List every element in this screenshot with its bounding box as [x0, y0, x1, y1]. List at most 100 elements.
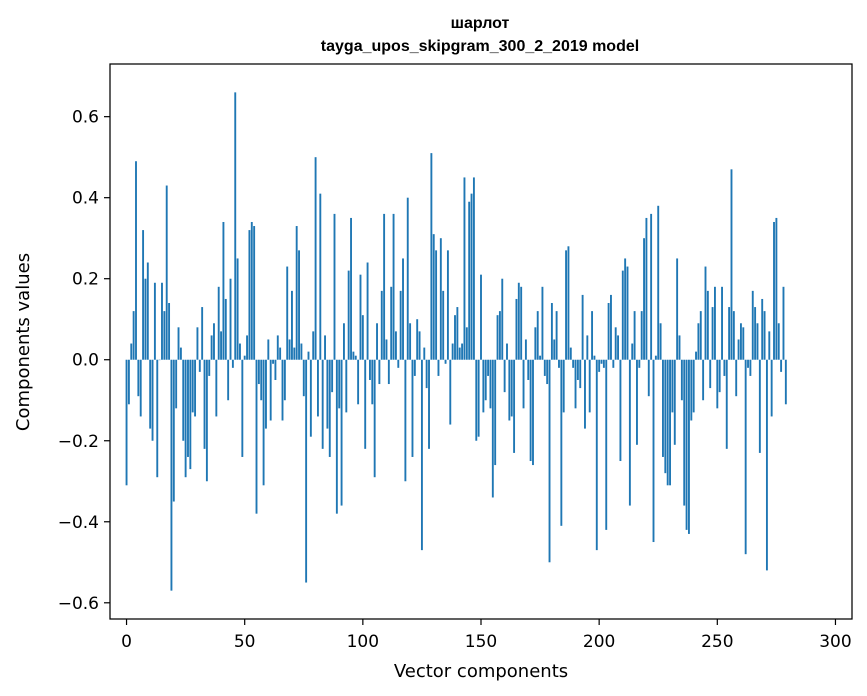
bar — [189, 359, 192, 470]
bar — [449, 359, 452, 425]
bar — [747, 359, 749, 368]
bar — [413, 359, 416, 376]
bar — [380, 290, 383, 360]
bar — [728, 307, 731, 360]
bar — [706, 290, 709, 360]
bar — [269, 359, 272, 421]
bar — [347, 270, 350, 360]
bar — [177, 327, 180, 360]
bar — [418, 331, 421, 360]
bar — [683, 359, 686, 506]
bar — [281, 359, 284, 421]
bar — [187, 359, 189, 457]
bar — [300, 343, 303, 360]
x-tick-label: 250 — [701, 632, 733, 652]
bar — [581, 294, 584, 360]
bar — [591, 311, 594, 360]
bar — [704, 266, 707, 360]
x-tick-label: 300 — [819, 632, 851, 652]
bar — [432, 234, 435, 360]
bar — [402, 258, 404, 360]
bar — [468, 201, 471, 360]
y-tick-label: 0.0 — [72, 351, 99, 371]
bar — [650, 213, 653, 360]
bar — [636, 359, 638, 445]
bar — [361, 315, 364, 360]
bar — [283, 359, 286, 401]
bar — [239, 343, 241, 360]
bar — [172, 359, 175, 502]
bar — [208, 359, 211, 376]
bar — [340, 359, 343, 506]
bar — [643, 238, 645, 360]
bar — [383, 213, 386, 360]
bar — [619, 359, 622, 462]
x-tick-label: 150 — [465, 632, 497, 652]
bar-group — [125, 92, 787, 591]
x-tick-label: 200 — [583, 632, 615, 652]
bar — [513, 359, 516, 453]
bar — [286, 266, 289, 360]
bar — [546, 359, 549, 385]
bar — [241, 359, 244, 457]
bar — [496, 315, 499, 360]
bar — [652, 359, 655, 543]
bar — [390, 286, 393, 360]
bar — [461, 343, 464, 360]
bar — [470, 193, 473, 360]
bar — [317, 359, 319, 417]
bar — [170, 359, 173, 591]
bar — [392, 213, 395, 360]
y-tick-label: −0.6 — [58, 594, 99, 614]
bar — [503, 359, 506, 393]
bar — [522, 359, 525, 409]
bar — [520, 286, 523, 360]
bar — [272, 359, 274, 364]
bar — [475, 359, 478, 441]
bar — [576, 359, 579, 380]
bar — [376, 323, 378, 360]
bar — [695, 351, 697, 360]
bar — [314, 157, 317, 360]
bar — [742, 327, 745, 360]
bar — [647, 359, 650, 397]
bar — [709, 359, 712, 389]
bar — [307, 351, 310, 360]
y-axis: −0.6 −0.4 −0.2 0.0 0.2 0.4 0.6 — [58, 108, 110, 614]
bar — [274, 359, 277, 380]
bar — [267, 339, 270, 360]
bar — [532, 359, 534, 466]
bar — [399, 290, 402, 360]
bar — [328, 359, 331, 457]
bar — [680, 359, 683, 401]
bar — [343, 323, 345, 360]
bar — [692, 359, 695, 413]
bar — [586, 335, 589, 360]
bar — [517, 282, 520, 360]
bar — [638, 359, 641, 368]
bar — [458, 347, 461, 360]
bar — [515, 298, 518, 360]
bar — [489, 359, 492, 409]
bar — [163, 311, 166, 360]
bar — [224, 298, 227, 360]
x-tick-label: 0 — [121, 632, 132, 652]
bar — [477, 359, 480, 437]
bar — [428, 359, 430, 449]
bar — [588, 359, 591, 413]
bar — [730, 169, 733, 360]
bar — [243, 355, 246, 360]
bar — [550, 303, 553, 360]
bar — [357, 359, 360, 405]
bar — [220, 331, 223, 360]
bar — [567, 246, 570, 360]
x-axis-label: Vector components — [394, 661, 568, 682]
bar — [439, 238, 442, 360]
bar — [657, 205, 660, 360]
bar — [175, 359, 178, 409]
bar — [645, 217, 648, 360]
bar — [491, 359, 494, 498]
bar — [574, 359, 577, 409]
y-tick-label: 0.4 — [72, 189, 99, 209]
